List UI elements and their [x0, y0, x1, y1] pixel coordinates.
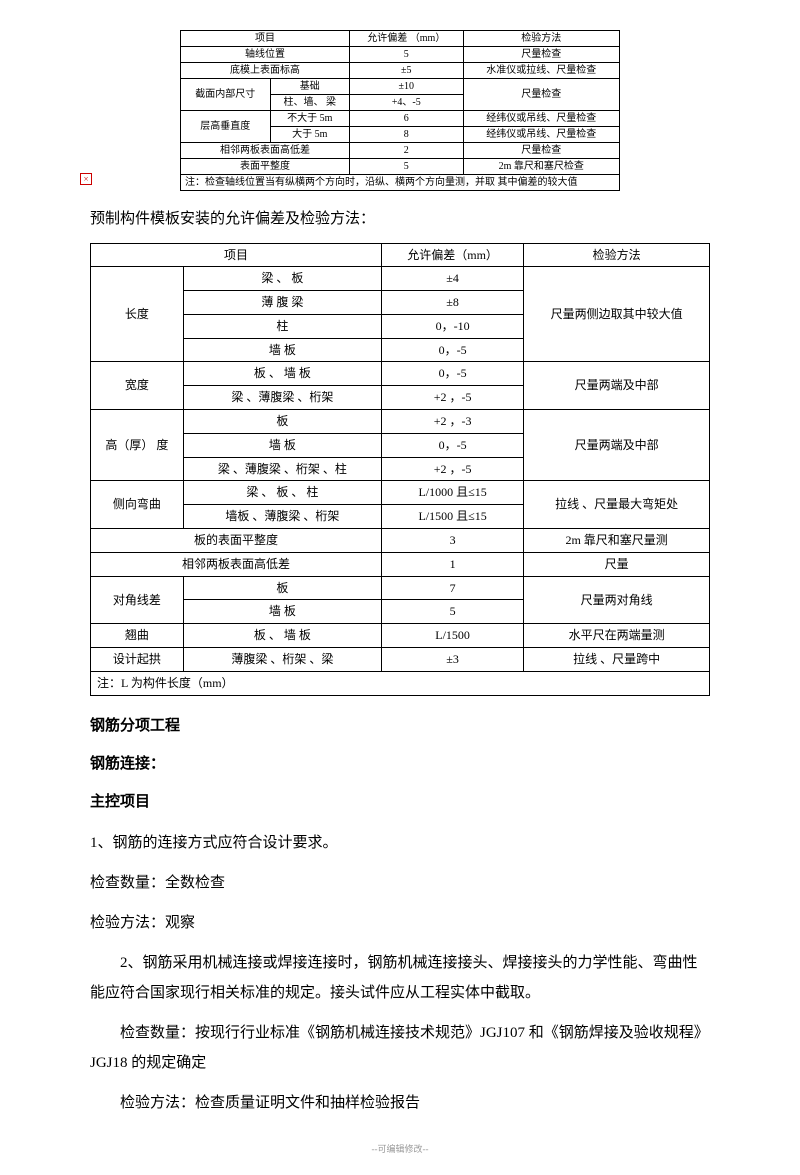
- t2-cell: 拉线 、尺量最大弯矩处: [524, 481, 710, 529]
- t2-cell: 尺量两侧边取其中较大值: [524, 267, 710, 362]
- heading-rebar-connect: 钢筋连接：: [90, 752, 710, 776]
- t2-note: 注：L 为构件长度（mm）: [91, 671, 710, 695]
- t1-cell: 尺量检查: [463, 47, 619, 63]
- t1-cell: 经纬仪或吊线、尺量检查: [463, 127, 619, 143]
- t2-cell: 薄 腹 梁: [183, 291, 381, 315]
- t2-cell: 拉线 、尺量跨中: [524, 648, 710, 672]
- t2-cell: 梁 、薄腹梁 、桁架 、柱: [183, 457, 381, 481]
- t2-cell: 梁 、薄腹梁 、桁架: [183, 386, 381, 410]
- t1-row: 相邻两板表面高低差: [181, 143, 350, 159]
- t2-cell: 7: [381, 576, 523, 600]
- t2-cell: 0，-5: [381, 362, 523, 386]
- t2-cell: 0，-5: [381, 338, 523, 362]
- t2-cell: 0，-10: [381, 314, 523, 338]
- t2-cell: 梁 、 板: [183, 267, 381, 291]
- t2-cell: L/1000 且≤15: [381, 481, 523, 505]
- t2-cell: L/1500 且≤15: [381, 505, 523, 529]
- t2-cell: 薄腹梁 、桁架 、梁: [183, 648, 381, 672]
- t1-note: 注：检查轴线位置当有纵横两个方向时，沿纵、横两个方向量测，并取 其中偏差的较大值: [181, 175, 620, 191]
- t2-cell: 尺量两端及中部: [524, 362, 710, 410]
- t2-diag-label: 对角线差: [91, 576, 184, 624]
- t1-cell: 水准仪或拉线、尺量检查: [463, 63, 619, 79]
- t2-row: 相邻两板表面高低差: [91, 552, 382, 576]
- para-check-qty: 检查数量：全数检查: [90, 868, 710, 898]
- t1-cell: 5: [349, 159, 463, 175]
- t2-cell: 梁 、 板 、 柱: [183, 481, 381, 505]
- t2-cell: 柱: [183, 314, 381, 338]
- t1-cell: 2m 靠尺和塞尺检查: [463, 159, 619, 175]
- broken-image-icon: ×: [80, 173, 92, 185]
- t1-cell: 6: [349, 111, 463, 127]
- t2-cell: 2m 靠尺和塞尺量测: [524, 529, 710, 553]
- t2-cell: 墙 板: [183, 600, 381, 624]
- t1-section-label: 截面内部尺寸: [181, 79, 271, 111]
- t1-cell: ±5: [349, 63, 463, 79]
- footer-editable: --可编辑修改--: [90, 1142, 710, 1155]
- t2-cell: +2 ，-5: [381, 457, 523, 481]
- t2-cell: +2 ，-3: [381, 410, 523, 434]
- t2-header-tol: 允许偏差（mm）: [381, 243, 523, 267]
- t2-cell: 5: [381, 600, 523, 624]
- t2-cell: 墙 板: [183, 433, 381, 457]
- t1-header-method: 检验方法: [463, 31, 619, 47]
- t2-cell: 1: [381, 552, 523, 576]
- t1-cell: 5: [349, 47, 463, 63]
- t1-cell: 柱、墙、 梁: [270, 95, 349, 111]
- heading-main-items: 主控项目: [90, 790, 710, 814]
- t1-cell: ±10: [349, 79, 463, 95]
- t2-arch-label: 设计起拱: [91, 648, 184, 672]
- t2-cell: 0，-5: [381, 433, 523, 457]
- t2-cell: 3: [381, 529, 523, 553]
- t2-cell: 水平尺在两端量测: [524, 624, 710, 648]
- t1-header-item: 项目: [181, 31, 350, 47]
- t2-cell: ±8: [381, 291, 523, 315]
- t2-cell: 尺量: [524, 552, 710, 576]
- t1-row: 表面平整度: [181, 159, 350, 175]
- t1-cell: 尺量检查: [463, 143, 619, 159]
- t2-cell: 墙板 、薄腹梁 、桁架: [183, 505, 381, 529]
- table2-caption: 预制构件模板安装的允许偏差及检验方法：: [90, 207, 710, 233]
- para-2: 2、钢筋采用机械连接或焊接连接时，钢筋机械连接接头、焊接接头的力学性能、弯曲性能…: [90, 948, 710, 1008]
- t2-height-label: 高（厚） 度: [91, 410, 184, 481]
- t1-vert-label: 层高垂直度: [181, 111, 271, 143]
- t1-cell: +4、-5: [349, 95, 463, 111]
- t2-row: 板的表面平整度: [91, 529, 382, 553]
- t2-cell: 板 、 墙 板: [183, 624, 381, 648]
- t2-cell: 板 、 墙 板: [183, 362, 381, 386]
- t1-row: 底模上表面标高: [181, 63, 350, 79]
- para-check-method-2: 检验方法：检查质量证明文件和抽样检验报告: [90, 1088, 710, 1118]
- t2-bend-label: 侧向弯曲: [91, 481, 184, 529]
- t2-width-label: 宽度: [91, 362, 184, 410]
- t2-cell: L/1500: [381, 624, 523, 648]
- t1-cell: 基础: [270, 79, 349, 95]
- table-formwork-tolerance: 项目 允许偏差 （mm） 检验方法 轴线位置 5 尺量检查 底模上表面标高 ±5…: [180, 30, 620, 191]
- t2-header-item: 项目: [91, 243, 382, 267]
- t2-warp-label: 翘曲: [91, 624, 184, 648]
- para-check-method: 检验方法：观察: [90, 908, 710, 938]
- table-precast-tolerance: 项目 允许偏差（mm） 检验方法 长度 梁 、 板 ±4 尺量两侧边取其中较大值…: [90, 243, 710, 696]
- t2-cell: ±4: [381, 267, 523, 291]
- para-1: 1、钢筋的连接方式应符合设计要求。: [90, 828, 710, 858]
- heading-rebar-project: 钢筋分项工程: [90, 714, 710, 738]
- t2-cell: ±3: [381, 648, 523, 672]
- t1-cell: 不大于 5m: [270, 111, 349, 127]
- t2-length-label: 长度: [91, 267, 184, 362]
- t1-row: 轴线位置: [181, 47, 350, 63]
- t1-cell: 经纬仪或吊线、尺量检查: [463, 111, 619, 127]
- t2-cell: 板: [183, 410, 381, 434]
- t2-cell: 板: [183, 576, 381, 600]
- t1-cell: 8: [349, 127, 463, 143]
- t2-cell: 尺量两端及中部: [524, 410, 710, 481]
- t1-cell: 2: [349, 143, 463, 159]
- t2-cell: 墙 板: [183, 338, 381, 362]
- t1-cell: 尺量检查: [463, 79, 619, 111]
- para-check-qty-2: 检查数量：按现行行业标准《钢筋机械连接技术规范》JGJ107 和《钢筋焊接及验收…: [90, 1018, 710, 1078]
- t2-cell: +2 ，-5: [381, 386, 523, 410]
- t2-header-method: 检验方法: [524, 243, 710, 267]
- t1-cell: 大于 5m: [270, 127, 349, 143]
- t1-header-tol: 允许偏差 （mm）: [349, 31, 463, 47]
- t2-cell: 尺量两对角线: [524, 576, 710, 624]
